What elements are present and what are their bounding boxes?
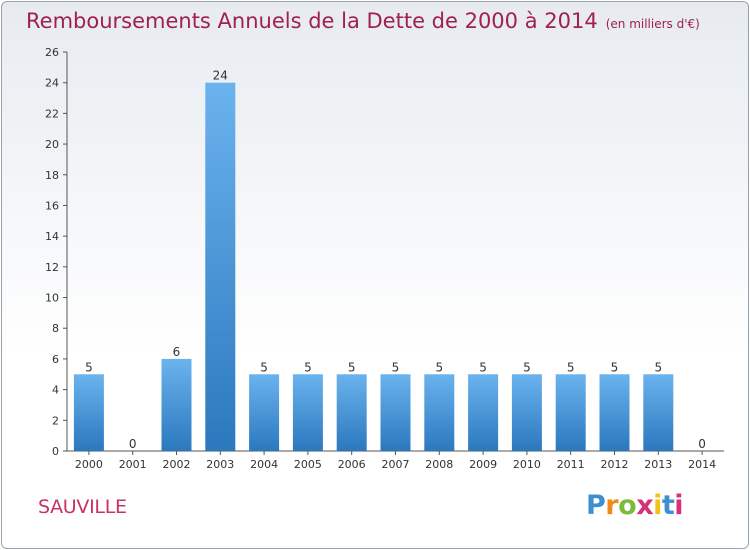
data-label: 5 bbox=[348, 360, 356, 374]
x-tick-label: 2006 bbox=[338, 458, 366, 471]
y-tick-label: 18 bbox=[45, 169, 59, 182]
x-tick-label: 2007 bbox=[382, 458, 410, 471]
y-tick-label: 4 bbox=[52, 384, 59, 397]
bar bbox=[468, 374, 499, 451]
data-label: 5 bbox=[304, 360, 312, 374]
chart-unit: (en milliers d'€) bbox=[605, 17, 700, 31]
y-tick-label: 2 bbox=[52, 414, 59, 427]
x-tick-label: 2008 bbox=[425, 458, 453, 471]
y-tick-label: 12 bbox=[45, 261, 59, 274]
logo-letter: x bbox=[636, 490, 654, 521]
bar bbox=[205, 82, 236, 451]
y-tick-label: 10 bbox=[45, 292, 59, 305]
data-label: 5 bbox=[654, 360, 662, 374]
logo-letter: o bbox=[618, 490, 637, 521]
x-tick-label: 2005 bbox=[294, 458, 322, 471]
x-tick-label: 2014 bbox=[688, 458, 716, 471]
x-tick-label: 2001 bbox=[119, 458, 147, 471]
x-tick-label: 2010 bbox=[513, 458, 541, 471]
y-tick-label: 16 bbox=[45, 199, 59, 212]
data-label: 5 bbox=[85, 360, 93, 374]
y-tick-label: 24 bbox=[45, 77, 59, 90]
data-label: 0 bbox=[698, 437, 706, 451]
bar bbox=[249, 374, 280, 451]
bar bbox=[161, 358, 192, 451]
bar bbox=[73, 374, 104, 451]
logo-letter: r bbox=[605, 490, 619, 521]
data-label: 5 bbox=[479, 360, 487, 374]
y-tick-label: 6 bbox=[52, 353, 59, 366]
bar bbox=[555, 374, 586, 451]
bar bbox=[380, 374, 411, 451]
x-tick-label: 2012 bbox=[601, 458, 629, 471]
data-label: 5 bbox=[392, 360, 400, 374]
bar bbox=[511, 374, 542, 451]
y-tick-label: 22 bbox=[45, 107, 59, 120]
bar bbox=[292, 374, 323, 451]
logo-letter: P bbox=[586, 490, 606, 521]
bar bbox=[643, 374, 674, 451]
logo-letter: i bbox=[653, 490, 662, 521]
x-tick-label: 2009 bbox=[469, 458, 497, 471]
data-label: 5 bbox=[435, 360, 443, 374]
data-label: 5 bbox=[260, 360, 268, 374]
town-name: SAUVILLE bbox=[38, 496, 127, 518]
x-tick-label: 2004 bbox=[250, 458, 278, 471]
x-tick-label: 2002 bbox=[163, 458, 191, 471]
data-label: 5 bbox=[523, 360, 531, 374]
y-tick-label: 26 bbox=[45, 46, 59, 59]
bar bbox=[599, 374, 630, 451]
data-label: 5 bbox=[611, 360, 619, 374]
logo-letter: i bbox=[674, 490, 684, 521]
bar bbox=[424, 374, 455, 451]
data-label: 24 bbox=[213, 69, 228, 83]
bar bbox=[336, 374, 367, 451]
data-label: 5 bbox=[567, 360, 575, 374]
x-tick-label: 2000 bbox=[75, 458, 103, 471]
logo-letter: t bbox=[661, 490, 675, 521]
y-tick-label: 0 bbox=[52, 445, 59, 458]
y-tick-label: 20 bbox=[45, 138, 59, 151]
y-tick-label: 8 bbox=[52, 322, 59, 335]
chart-title: Remboursements Annuels de la Dette de 20… bbox=[26, 9, 700, 33]
proxiti-logo[interactable]: Proxiti bbox=[586, 490, 684, 521]
x-tick-label: 2013 bbox=[644, 458, 672, 471]
data-label: 0 bbox=[129, 437, 137, 451]
y-tick-label: 14 bbox=[45, 230, 59, 243]
x-tick-label: 2011 bbox=[557, 458, 585, 471]
x-tick-label: 2003 bbox=[206, 458, 234, 471]
data-label: 6 bbox=[173, 345, 181, 359]
